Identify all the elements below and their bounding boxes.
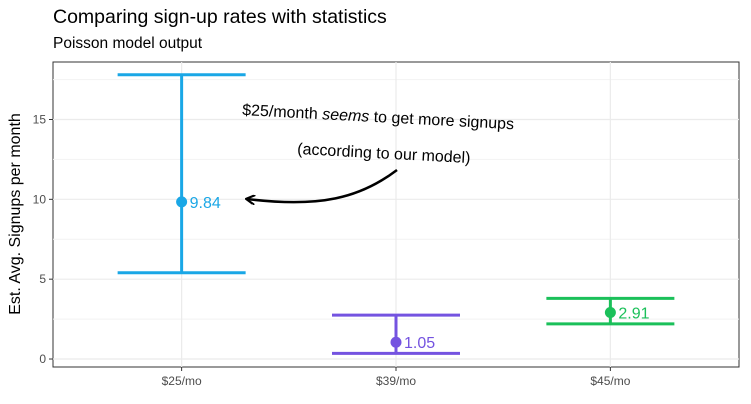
estimate-point (390, 336, 402, 348)
annotation-text-pre: $25/month (242, 102, 323, 123)
y-axis: 0 5 10 15 (33, 112, 53, 366)
y-tick-label: 10 (33, 192, 47, 206)
data-label: 2.91 (618, 306, 649, 323)
y-tick-label: 15 (33, 112, 47, 126)
y-tick-label: 5 (39, 272, 46, 286)
x-tick-label: $25/mo (162, 374, 202, 388)
y-axis-label: Est. Avg. Signups per month (7, 113, 24, 315)
x-tick-label: $45/mo (590, 374, 630, 388)
x-tick-label: $39/mo (376, 374, 416, 388)
annotation-line-1: $25/month seems to get more signups (242, 102, 515, 133)
annotation: $25/month seems to get more signups (acc… (242, 102, 515, 202)
series: 9.84 1.05 2.91 (117, 73, 675, 355)
chart-subtitle: Poisson model output (53, 35, 203, 52)
x-axis: $25/mo $39/mo $45/mo (162, 367, 631, 388)
annotation-text-emph: seems (322, 106, 370, 125)
data-label: 1.05 (404, 335, 435, 352)
annotation-arrow (247, 169, 398, 202)
y-tick-label: 0 (39, 352, 46, 366)
estimate-point (604, 307, 616, 319)
estimate-point (176, 196, 188, 208)
chart-title: Comparing sign-up rates with statistics (53, 6, 387, 28)
data-label: 9.84 (190, 195, 221, 212)
